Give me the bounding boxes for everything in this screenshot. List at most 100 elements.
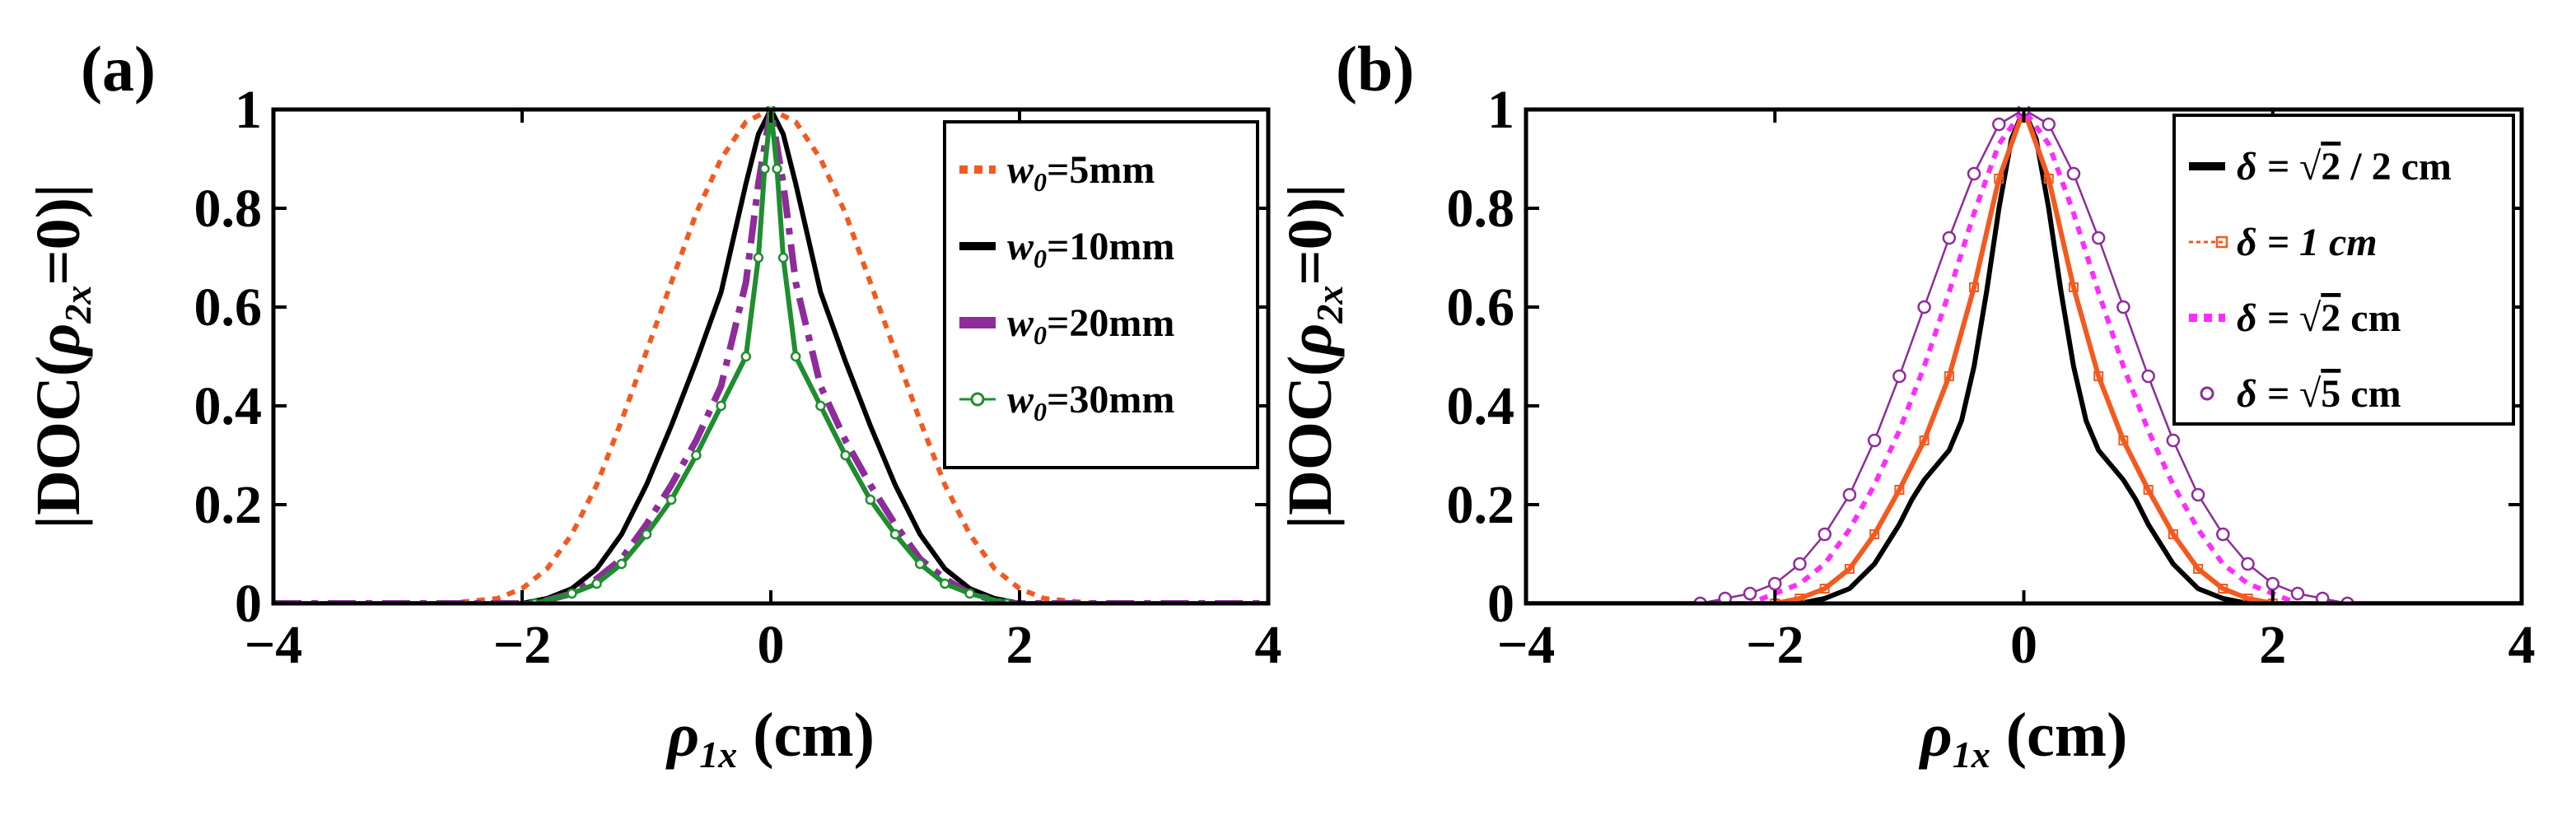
legend-prefix: δ = — [2237, 372, 2299, 416]
y-tick-label: 0.8 — [1447, 179, 1515, 239]
x-axis-unit: (cm) — [737, 701, 875, 770]
x-axis-symbol: ρ — [665, 701, 699, 770]
y-tick-label: 1 — [1487, 80, 1514, 140]
y-axis-symbol: ρ — [24, 324, 93, 357]
y-axis-label: |DOC(ρ2x=0)| — [1276, 184, 1351, 529]
series-marker — [742, 352, 750, 361]
chart-panel-a: (a)−4 −2 0 2 400.20.40.60.81ρ1x (cm)|DOC(ρ2x… — [24, 33, 1282, 775]
series-marker — [692, 451, 700, 459]
legend-subscript: 0 — [1034, 167, 1047, 197]
series-marker — [2242, 558, 2254, 570]
x-axis-label: ρ1x (cm) — [665, 701, 875, 775]
series-marker — [2117, 301, 2129, 313]
legend-subscript: 0 — [1034, 320, 1047, 350]
legend-prefix: δ = — [2237, 296, 2299, 340]
y-tick-label: 0.2 — [194, 475, 263, 535]
series-marker — [940, 580, 949, 588]
x-axis-label: ρ1x (cm) — [1919, 701, 2128, 775]
x-tick-label: 4 — [2508, 615, 2536, 675]
y-axis-suffix: =0)| — [1276, 184, 1345, 285]
legend-radical: √ — [2299, 145, 2322, 189]
series-marker — [2143, 370, 2154, 382]
series-marker — [593, 580, 601, 588]
series-marker — [866, 496, 875, 504]
y-tick-label: 0.2 — [1447, 475, 1515, 535]
series-marker — [618, 560, 626, 568]
series-marker — [642, 530, 651, 538]
y-tick-label: 0 — [235, 574, 262, 634]
series-marker — [1869, 435, 1880, 446]
series-marker — [1844, 489, 1855, 501]
series-marker — [717, 402, 726, 410]
legend-subscript: 0 — [1034, 397, 1047, 426]
y-axis-label: |DOC(ρ2x=0)| — [24, 184, 99, 529]
legend-radical: √ — [2299, 296, 2322, 340]
legend-entry-label: w0=5mm — [1007, 148, 1155, 197]
x-axis-subscript: 1x — [1953, 734, 1990, 775]
legend-marker — [2201, 388, 2213, 399]
series-marker — [779, 254, 787, 262]
series-marker — [773, 165, 782, 173]
y-tick-label: 0.4 — [194, 376, 263, 436]
legend-suffix: cm — [2340, 296, 2401, 340]
legend-entry-label: δ = √5 cm — [2237, 372, 2401, 416]
series-marker — [842, 451, 850, 459]
y-axis-prefix: |DOC( — [24, 356, 93, 529]
x-tick-label: −2 — [493, 615, 552, 675]
y-tick-label: 0.4 — [1447, 376, 1515, 436]
series-marker — [1919, 301, 1930, 313]
legend-entry-label: δ = √2 cm — [2237, 296, 2401, 340]
series-marker — [667, 496, 675, 504]
legend-entry-label: w0=20mm — [1007, 301, 1174, 350]
series-marker — [816, 402, 824, 410]
series-marker — [1769, 578, 1780, 589]
y-tick-label: 1 — [235, 80, 262, 140]
legend-value: =10mm — [1047, 225, 1174, 268]
series-marker — [1819, 529, 1831, 540]
legend-prefix: δ = — [2237, 145, 2299, 189]
series-marker — [2217, 529, 2228, 540]
series-marker — [1944, 232, 1955, 244]
legend-symbol: w — [1007, 148, 1034, 192]
series-marker — [2192, 489, 2204, 501]
series-marker — [1968, 168, 1980, 179]
legend-radicand: 5 — [2321, 372, 2340, 416]
series-marker — [891, 530, 899, 538]
series-marker — [754, 254, 763, 262]
legend-suffix: / 2 cm — [2340, 145, 2452, 189]
y-axis-subscript: 2x — [57, 286, 99, 324]
y-axis-subscript: 2x — [1309, 286, 1351, 324]
legend-radicand: 2 — [2321, 145, 2340, 189]
legend-value: =20mm — [1047, 301, 1174, 345]
panel-label: (b) — [1336, 33, 1414, 105]
legend-symbol: w — [1007, 301, 1034, 345]
series-marker — [1744, 588, 1756, 599]
y-tick-label: 0.8 — [194, 179, 263, 239]
y-axis-symbol: ρ — [1276, 324, 1345, 357]
legend-symbol: w — [1007, 378, 1034, 421]
series-marker — [2093, 232, 2104, 244]
series-marker — [916, 560, 924, 568]
x-axis-subscript: 1x — [699, 734, 737, 775]
legend: δ = √2 / 2 cmδ = 1 cmδ = √2 cmδ = √5 cm — [2174, 115, 2513, 424]
series-marker — [2168, 435, 2179, 446]
x-axis-symbol: ρ — [1919, 701, 1953, 770]
legend-radical: √ — [2299, 372, 2322, 416]
series-marker — [1893, 370, 1905, 382]
legend-symbol: w — [1007, 225, 1034, 268]
legend-entry-label: δ = √2 / 2 cm — [2237, 145, 2452, 189]
x-axis-unit: (cm) — [1990, 701, 2128, 770]
x-tick-label: 4 — [1255, 615, 1282, 675]
legend-subscript: 0 — [1034, 244, 1047, 273]
legend-suffix: cm — [2340, 372, 2401, 416]
series-marker — [2292, 588, 2303, 599]
legend-value: =30mm — [1047, 378, 1174, 421]
x-tick-label: −2 — [1746, 615, 1804, 675]
y-tick-label: 0 — [1487, 574, 1514, 634]
series-marker — [791, 352, 800, 361]
y-tick-label: 0.6 — [194, 277, 263, 338]
series-marker — [2267, 578, 2279, 589]
legend-entry-label: δ = 1 cm — [2237, 221, 2378, 264]
